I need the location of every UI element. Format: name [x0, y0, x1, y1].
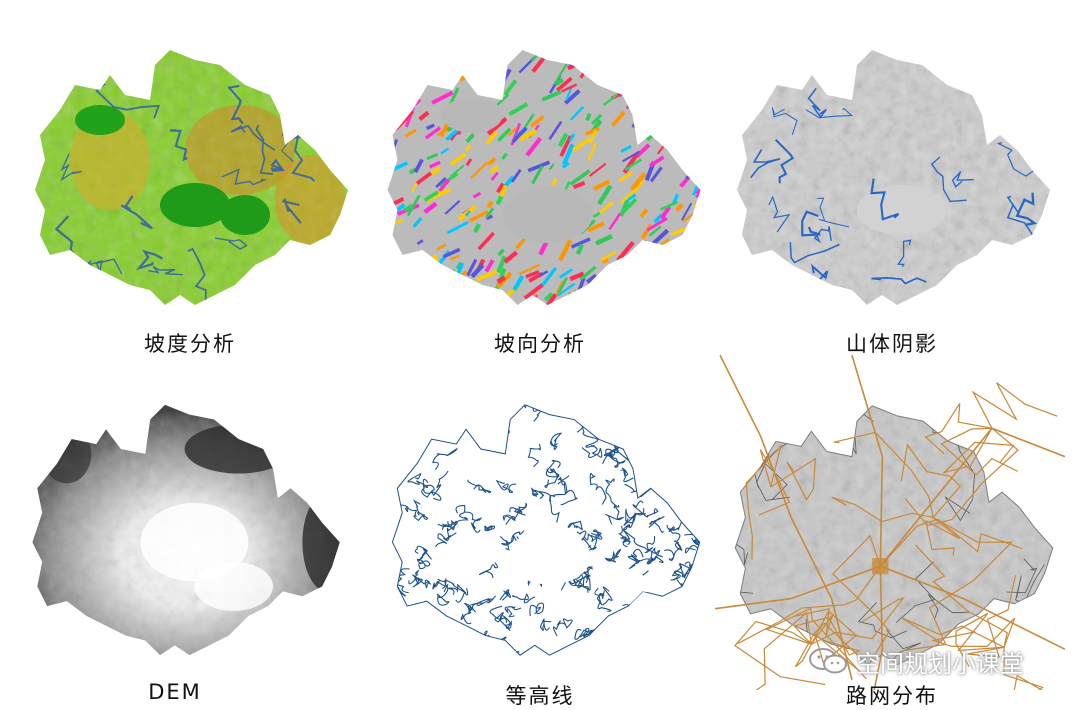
- caption-road: 路网分布: [846, 684, 938, 708]
- contour-map-panel: [382, 395, 717, 665]
- slope-map-panel: [30, 40, 360, 315]
- caption-contour: 等高线: [505, 684, 575, 708]
- dem-map-panel: [22, 395, 357, 665]
- contour-map: [391, 404, 701, 656]
- caption-aspect: 坡向分析: [494, 332, 586, 356]
- caption-hillshade: 山体阴影: [846, 332, 938, 356]
- hillshade-map-panel: [732, 40, 1062, 315]
- caption-dem: DEM: [148, 680, 202, 704]
- watermark: 空间规划小课堂: [808, 644, 1024, 678]
- wechat-icon: [809, 648, 847, 674]
- caption-slope: 坡度分析: [144, 332, 236, 356]
- hillshade-map: [737, 50, 1050, 305]
- watermark-text: 空间规划小课堂: [856, 649, 1024, 678]
- slope-map: [35, 50, 348, 305]
- dem-map: [32, 404, 340, 656]
- aspect-map: [387, 50, 701, 305]
- road-map: [715, 354, 1066, 690]
- road-map-panel: [715, 350, 1070, 690]
- aspect-map-panel: [380, 40, 715, 315]
